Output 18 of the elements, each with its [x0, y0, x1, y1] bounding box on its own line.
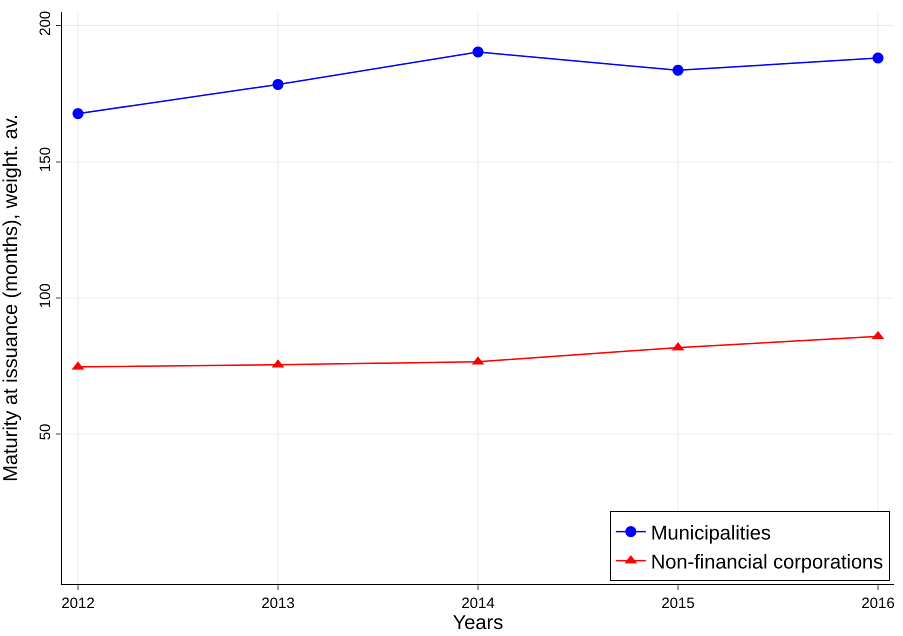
- x-tick-label: 2015: [661, 595, 695, 612]
- y-tick-label: 100: [37, 283, 54, 308]
- point: [872, 52, 884, 64]
- x-tick-label: 2014: [461, 595, 495, 612]
- point: [72, 108, 84, 120]
- legend-label: Non-financial corporations: [650, 551, 884, 574]
- legend-label: Municipalities: [650, 522, 771, 544]
- x-tick-label: 2016: [861, 595, 895, 612]
- point: [472, 46, 484, 58]
- point: [672, 64, 684, 76]
- y-tick-label: 50: [37, 424, 54, 440]
- x-tick-label: 2013: [261, 595, 295, 612]
- y-tick-label: 200: [37, 10, 54, 36]
- x-tick-label: 2012: [61, 595, 95, 612]
- y-axis-title: Maturity at issuance (months), weight. av.: [0, 114, 22, 482]
- x-axis-title: Years: [452, 612, 504, 634]
- point: [272, 78, 284, 90]
- y-tick-label: 150: [37, 147, 54, 172]
